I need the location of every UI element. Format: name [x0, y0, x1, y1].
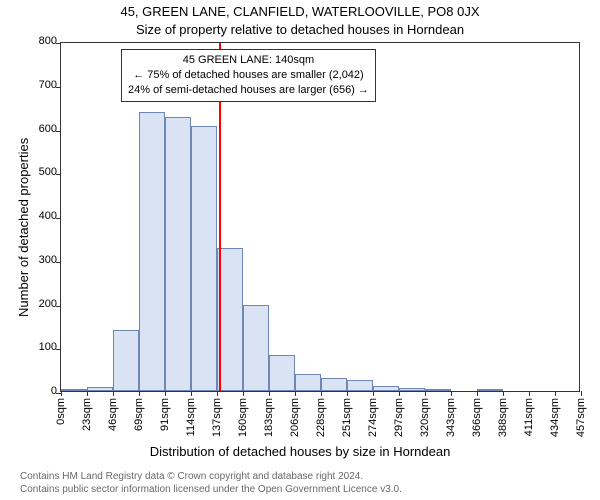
x-tick-mark	[87, 391, 88, 396]
x-tick-label: 411sqm	[523, 398, 535, 436]
y-axis-label: Number of detached properties	[16, 138, 31, 317]
x-tick-label: 251sqm	[341, 398, 353, 437]
histogram-bar	[139, 112, 165, 391]
x-tick-label: 366sqm	[471, 398, 483, 437]
x-tick-mark	[347, 391, 348, 396]
x-tick-label: 457sqm	[575, 398, 587, 437]
x-tick-label: 388sqm	[497, 398, 509, 437]
x-tick-mark	[217, 391, 218, 396]
chart-title-main: 45, GREEN LANE, CLANFIELD, WATERLOOVILLE…	[0, 4, 600, 19]
x-tick-mark	[529, 391, 530, 396]
y-tick-label: 200	[39, 298, 57, 310]
histogram-bar	[347, 380, 373, 391]
plot-area: 01002003004005006007008000sqm23sqm46sqm6…	[60, 42, 580, 392]
x-tick-mark	[503, 391, 504, 396]
x-tick-mark	[477, 391, 478, 396]
histogram-bar	[191, 126, 217, 391]
x-tick-mark	[165, 391, 166, 396]
histogram-bar	[243, 305, 269, 391]
y-tick-label: 800	[39, 35, 57, 47]
x-tick-label: 23sqm	[81, 398, 93, 431]
x-tick-mark	[243, 391, 244, 396]
x-tick-mark	[425, 391, 426, 396]
x-tick-label: 46sqm	[107, 398, 119, 431]
x-tick-mark	[581, 391, 582, 396]
histogram-bar	[87, 387, 113, 391]
x-tick-label: 297sqm	[393, 398, 405, 437]
annotation-line-3: 24% of semi-detached houses are larger (…	[128, 83, 369, 98]
x-tick-label: 228sqm	[315, 398, 327, 437]
x-tick-label: 274sqm	[367, 398, 379, 437]
x-tick-label: 183sqm	[263, 398, 275, 437]
footer-line-2: Contains public sector information licen…	[20, 484, 402, 497]
x-tick-label: 434sqm	[549, 398, 561, 437]
histogram-bar	[165, 117, 191, 391]
histogram-bar	[399, 388, 425, 391]
x-tick-mark	[113, 391, 114, 396]
annotation-line-1: 45 GREEN LANE: 140sqm	[128, 53, 369, 68]
chart-container: 45, GREEN LANE, CLANFIELD, WATERLOOVILLE…	[0, 0, 600, 500]
histogram-bar	[269, 355, 295, 391]
y-tick-label: 600	[39, 123, 57, 135]
x-tick-mark	[139, 391, 140, 396]
x-tick-mark	[321, 391, 322, 396]
x-tick-label: 91sqm	[159, 398, 171, 431]
y-tick-label: 700	[39, 79, 57, 91]
x-tick-label: 160sqm	[237, 398, 249, 437]
histogram-bar	[61, 389, 87, 391]
y-tick-label: 0	[51, 385, 57, 397]
histogram-bar	[295, 374, 321, 392]
chart-title-sub: Size of property relative to detached ho…	[0, 22, 600, 37]
x-tick-label: 137sqm	[211, 398, 223, 437]
x-tick-mark	[373, 391, 374, 396]
y-tick-label: 300	[39, 254, 57, 266]
x-tick-label: 69sqm	[133, 398, 145, 431]
x-axis-label: Distribution of detached houses by size …	[0, 444, 600, 459]
x-tick-label: 206sqm	[289, 398, 301, 437]
x-tick-mark	[451, 391, 452, 396]
x-tick-mark	[61, 391, 62, 396]
y-tick-label: 100	[39, 341, 57, 353]
footer-attribution: Contains HM Land Registry data © Crown c…	[20, 471, 402, 496]
x-tick-label: 114sqm	[185, 398, 197, 436]
annotation-box: 45 GREEN LANE: 140sqm← 75% of detached h…	[121, 49, 376, 102]
histogram-bar	[373, 386, 399, 391]
histogram-bar	[113, 330, 139, 391]
annotation-line-2: ← 75% of detached houses are smaller (2,…	[128, 68, 369, 83]
x-tick-label: 343sqm	[445, 398, 457, 437]
histogram-bar	[321, 378, 347, 391]
x-tick-mark	[295, 391, 296, 396]
x-tick-mark	[191, 391, 192, 396]
histogram-bar	[477, 389, 503, 391]
x-tick-mark	[399, 391, 400, 396]
x-tick-label: 320sqm	[419, 398, 431, 437]
y-tick-label: 400	[39, 210, 57, 222]
x-tick-mark	[555, 391, 556, 396]
x-tick-mark	[269, 391, 270, 396]
y-tick-label: 500	[39, 166, 57, 178]
x-tick-label: 0sqm	[55, 398, 67, 425]
footer-line-1: Contains HM Land Registry data © Crown c…	[20, 471, 402, 484]
histogram-bar	[425, 389, 451, 391]
